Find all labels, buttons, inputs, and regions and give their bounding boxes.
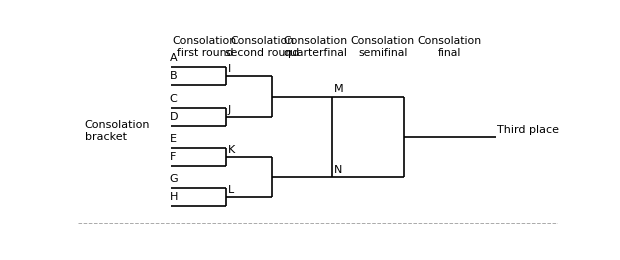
Text: G: G bbox=[170, 174, 179, 184]
Text: J: J bbox=[228, 105, 231, 115]
Text: Consolation
semifinal: Consolation semifinal bbox=[350, 36, 415, 58]
Text: E: E bbox=[170, 134, 177, 144]
Text: K: K bbox=[228, 145, 235, 155]
Text: Consolation
bracket: Consolation bracket bbox=[85, 120, 150, 142]
Text: B: B bbox=[170, 71, 177, 81]
Text: H: H bbox=[170, 192, 178, 202]
Text: A: A bbox=[170, 53, 177, 63]
Text: Third place: Third place bbox=[497, 125, 559, 135]
Text: Consolation
first round: Consolation first round bbox=[173, 36, 237, 58]
Text: D: D bbox=[170, 112, 179, 122]
Text: Consolation
second round: Consolation second round bbox=[225, 36, 299, 58]
Text: L: L bbox=[228, 185, 234, 195]
Text: Consolation
final: Consolation final bbox=[418, 36, 482, 58]
Text: N: N bbox=[334, 165, 342, 175]
Text: I: I bbox=[228, 64, 231, 74]
Text: M: M bbox=[334, 84, 343, 94]
Text: F: F bbox=[170, 152, 176, 162]
Text: Consolation
quarterfinal: Consolation quarterfinal bbox=[283, 36, 347, 58]
Text: C: C bbox=[170, 94, 177, 104]
